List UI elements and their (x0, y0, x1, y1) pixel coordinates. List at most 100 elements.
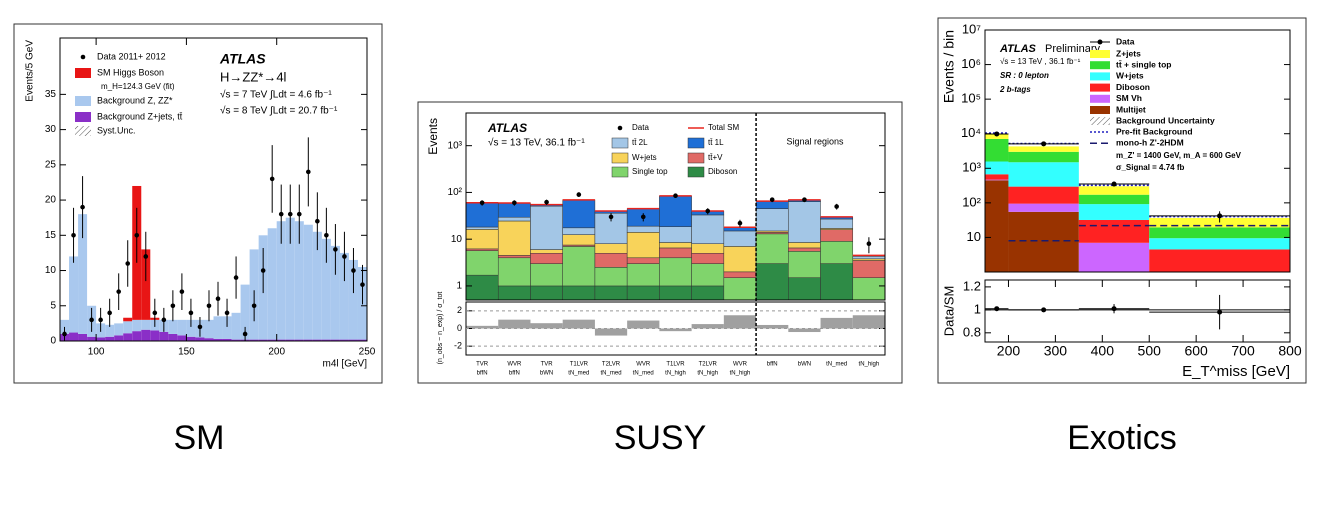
histogram-bar (105, 324, 115, 337)
y-tick-label: 2 (457, 305, 462, 315)
legend-swatch (1090, 117, 1110, 125)
x-axis-label: E_T^miss [GeV] (1182, 363, 1290, 380)
histogram-bar (69, 332, 79, 341)
data-point (512, 200, 517, 206)
data-point (640, 214, 646, 220)
legend-swatch (1090, 106, 1110, 114)
x-tick-label: 500 (1138, 343, 1162, 359)
atlas-label: ATLAS (219, 51, 266, 67)
legend-swatch (1090, 50, 1110, 58)
bar (594, 267, 628, 287)
atlas-label: ATLAS (487, 121, 527, 135)
bar (852, 258, 886, 261)
x-tick-label: tN_high (730, 371, 751, 377)
bar (852, 277, 886, 301)
x-tick-label: bffN (509, 371, 520, 377)
y-tick-label: 35 (45, 89, 57, 100)
y-tick-label: 1 (456, 281, 462, 292)
bar (530, 263, 563, 287)
legend-swatch (1090, 72, 1110, 81)
y-axis-label: Events / bin (941, 30, 957, 103)
y-tick-label: 0.8 (963, 324, 981, 339)
histogram-bar (204, 319, 214, 339)
bar (465, 226, 499, 230)
data-point (333, 247, 338, 252)
data-point (479, 200, 485, 206)
annotation: Preliminary (1045, 43, 1101, 55)
bar (626, 225, 660, 233)
bar (562, 199, 596, 229)
data-point (233, 275, 239, 280)
histogram-bar (213, 316, 223, 339)
histogram-bar (195, 337, 205, 341)
legend-label: Z+jets (1116, 48, 1141, 58)
data-point (71, 233, 76, 238)
legend-swatch (75, 126, 91, 136)
bar (788, 242, 821, 249)
histogram-bar (1149, 238, 1290, 250)
bar (594, 243, 628, 254)
histogram-bar (1149, 227, 1290, 239)
legend-label: Background Z, ZZ* (97, 95, 173, 105)
data-point (994, 131, 1000, 137)
histogram-bar (141, 329, 151, 341)
data-point (324, 233, 329, 238)
caption: SM (174, 419, 225, 457)
histogram-bar (114, 335, 124, 341)
bar (659, 257, 692, 287)
histogram-bar (1008, 211, 1079, 272)
data-point (737, 220, 743, 226)
x-tick-label: TVR (541, 362, 554, 368)
data-point (705, 208, 711, 214)
x-tick-label: bWN (798, 362, 811, 368)
histogram-bar (985, 161, 1009, 175)
y-tick-label: 10⁷ (962, 21, 981, 36)
legend-label: mono-h Z'-2HDM (1116, 137, 1184, 147)
y-tick-label: 10³ (962, 160, 981, 175)
y-tick-label: 0 (457, 323, 462, 333)
data-point (62, 331, 67, 337)
x-tick-label: T1LVR (666, 362, 685, 368)
histogram-bar (339, 339, 349, 341)
histogram-bar (312, 339, 322, 341)
y-tick-label: 5 (50, 300, 56, 311)
bar (755, 263, 789, 301)
histogram-bar (330, 339, 340, 341)
histogram-bar (339, 252, 349, 340)
bar (723, 230, 757, 247)
legend-swatch (611, 137, 629, 149)
legend-label: Data (1116, 36, 1135, 46)
annotation: H→ZZ*→4l (220, 69, 287, 84)
bar (594, 285, 628, 301)
legend-label: tt̄ + single top (1116, 59, 1172, 69)
legend-swatch (687, 137, 705, 149)
ratio-bar (691, 324, 724, 329)
data-point (1041, 141, 1047, 147)
bar (852, 260, 886, 278)
histogram-bar (1078, 186, 1150, 195)
bar (497, 216, 531, 222)
annotation: √s = 13 TeV , 36.1 fb⁻¹ (1000, 57, 1081, 66)
histogram-bar (357, 339, 367, 341)
histogram-bar (985, 134, 1009, 139)
histogram-bar (186, 319, 196, 337)
x-tick-label: 250 (359, 347, 376, 358)
caption: Exotics (1067, 419, 1177, 457)
bar (626, 257, 660, 264)
histogram-bar (1078, 204, 1150, 220)
histogram-bar (267, 339, 277, 341)
histogram-bar (1008, 146, 1079, 152)
data-point (1217, 213, 1223, 219)
bar (788, 277, 821, 301)
histogram-bar (123, 321, 133, 334)
legend-swatch (75, 96, 91, 106)
x-tick-label: tN_med (633, 371, 654, 377)
data-point (242, 331, 248, 337)
histogram-bar (330, 245, 340, 340)
legend-swatch (611, 166, 629, 178)
data-point (134, 233, 140, 238)
ratio-bar (627, 320, 660, 329)
y-axis-label: Events (426, 118, 440, 155)
histogram-bar (294, 221, 304, 340)
legend-label: W+jets (632, 153, 657, 162)
